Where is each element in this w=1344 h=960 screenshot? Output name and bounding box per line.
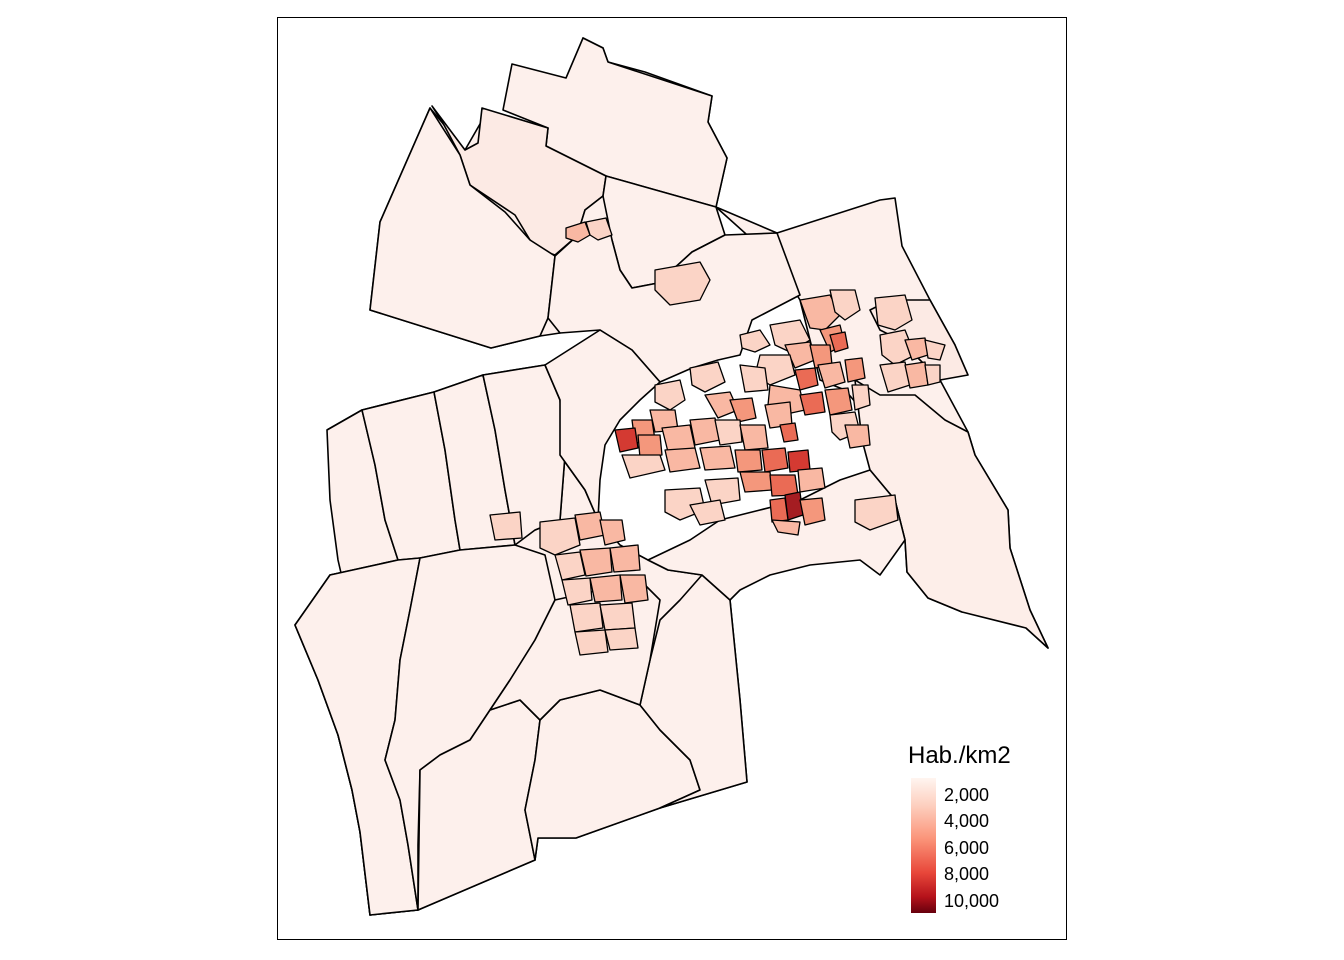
tract (734, 449, 763, 473)
tract (561, 577, 593, 606)
legend-label-2000: 2,000 (944, 785, 989, 805)
tract (854, 494, 899, 531)
tract (829, 331, 849, 353)
tract (739, 329, 771, 353)
tract (489, 511, 523, 541)
tract (599, 519, 626, 546)
tract (539, 517, 581, 556)
map-regions (294, 37, 1049, 916)
tract (619, 574, 649, 604)
tract (637, 434, 663, 459)
tract (614, 427, 639, 453)
tract (621, 454, 666, 479)
tract (817, 361, 846, 389)
tract (729, 397, 757, 423)
tract (844, 357, 866, 383)
tract (794, 367, 819, 391)
tract (799, 497, 826, 526)
region-central-south (647, 469, 906, 601)
tract (714, 419, 743, 446)
legend-colorbar (911, 778, 936, 913)
tract (924, 339, 946, 361)
legend-title: Hab./km2 (908, 742, 1011, 769)
tract (924, 364, 941, 386)
tract (761, 447, 789, 473)
tract (579, 547, 613, 577)
tract (699, 445, 736, 471)
tract (569, 602, 604, 633)
tract (704, 477, 741, 506)
tract (874, 294, 913, 331)
tract (779, 422, 799, 443)
tract (689, 499, 726, 526)
tract (689, 361, 726, 393)
tract (739, 364, 769, 393)
tract (769, 497, 789, 523)
tract (797, 467, 826, 493)
tract (739, 471, 773, 493)
tract (574, 511, 606, 541)
tract (799, 391, 826, 416)
tract (739, 424, 769, 451)
tract (554, 551, 586, 581)
tract (589, 574, 623, 603)
tract (664, 447, 701, 473)
tract (654, 379, 686, 411)
legend: Hab./km2 2,000 4,000 6,000 8,000 10,000 (908, 742, 1011, 913)
tract (604, 627, 639, 651)
tract (609, 544, 641, 573)
legend-label-10000: 10,000 (944, 891, 999, 911)
tract (771, 519, 801, 536)
tract (851, 384, 871, 411)
tract (844, 424, 871, 449)
tract (829, 289, 861, 321)
tract (879, 329, 916, 366)
legend-label-8000: 8,000 (944, 864, 989, 884)
region-south-3 (639, 574, 748, 809)
legend-label-4000: 4,000 (944, 811, 989, 831)
tract (824, 387, 853, 416)
tract (574, 629, 609, 656)
region-central-west (544, 329, 661, 521)
urban-tracts (489, 217, 946, 656)
tract (585, 217, 613, 241)
tract (599, 602, 636, 631)
tract (799, 294, 841, 331)
legend-label-6000: 6,000 (944, 838, 989, 858)
tract (654, 261, 711, 306)
tract (565, 221, 591, 243)
